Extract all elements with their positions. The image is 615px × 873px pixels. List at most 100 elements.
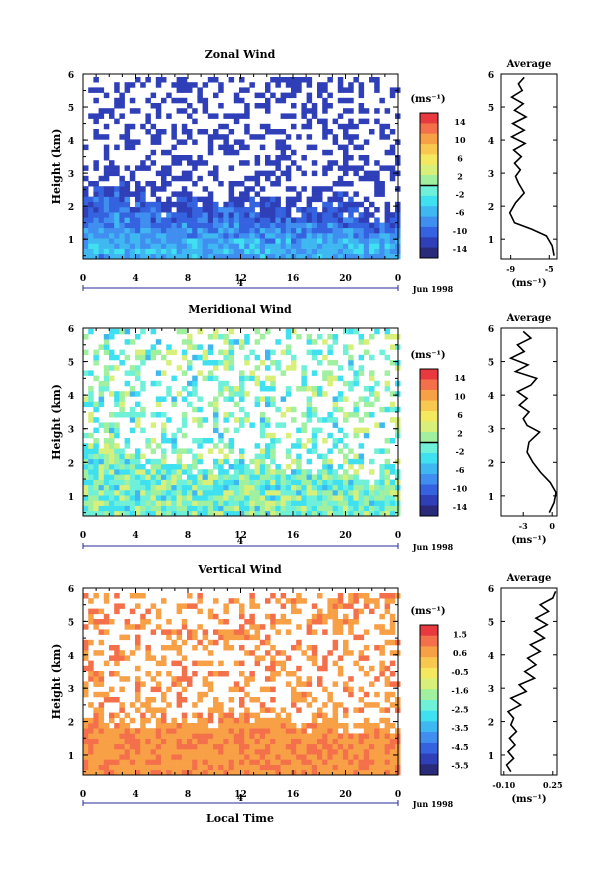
heatmap-cell [192, 118, 198, 125]
heatmap-cell [114, 458, 120, 465]
heatmap-cell [197, 733, 203, 739]
heatmap-cell [348, 619, 354, 625]
heatmap-cell [109, 743, 115, 750]
heatmap-cell [275, 422, 281, 428]
heatmap-cell [161, 728, 167, 734]
heatmap-cell [233, 681, 240, 687]
heatmap-cell [171, 749, 177, 755]
heatmap-cell [207, 717, 214, 724]
heatmap-cell [285, 733, 292, 739]
y-tick-label: 5 [68, 104, 74, 114]
heatmap-cell [249, 593, 255, 599]
heatmap-cell [119, 406, 125, 413]
heatmap-cell [301, 733, 307, 739]
heatmap-cell [239, 458, 245, 465]
heatmap-cell [270, 92, 276, 99]
heatmap-cell [187, 160, 193, 166]
heatmap-cell [254, 354, 261, 361]
heatmap-cell [322, 207, 328, 213]
heatmap-cell [311, 650, 318, 656]
heatmap-cell [103, 500, 110, 506]
heatmap-cell [223, 238, 229, 244]
heatmap-cell [187, 593, 193, 599]
heatmap-cell [285, 769, 292, 776]
heatmap-cell [171, 432, 177, 439]
heatmap-cell [322, 103, 328, 109]
heatmap-cell [259, 769, 266, 776]
heatmap-cell [275, 238, 281, 244]
heatmap-cell [317, 738, 323, 745]
heatmap-cell [114, 769, 120, 776]
heatmap-cell [285, 743, 292, 750]
heatmap-cell [317, 217, 323, 223]
heatmap-cell [228, 743, 235, 750]
heatmap-cell [145, 749, 151, 755]
heatmap-cell [197, 417, 203, 423]
heatmap-cell [150, 749, 157, 755]
heatmap-cell [337, 479, 344, 486]
heatmap-cell [150, 201, 157, 208]
heatmap-cell [384, 469, 391, 475]
heatmap-cell [239, 453, 245, 460]
heatmap-cell [93, 97, 99, 104]
heatmap-cell [124, 443, 131, 449]
heatmap-cell [353, 474, 359, 480]
heatmap-cell [119, 723, 125, 729]
heatmap-cell [259, 495, 266, 501]
heatmap-cell [265, 754, 271, 760]
heatmap-cell [187, 134, 193, 140]
heatmap-cell [207, 243, 214, 249]
heatmap-cell [155, 253, 162, 260]
heatmap-cell [270, 438, 276, 444]
heatmap-cell [384, 769, 391, 776]
heatmap-cell [187, 365, 193, 371]
heatmap-cell [332, 660, 339, 667]
heatmap-cell [265, 728, 271, 734]
heatmap-cell [285, 764, 292, 771]
heatmap-cell [239, 759, 245, 765]
heatmap-cell [291, 738, 297, 745]
heatmap-cell [239, 339, 245, 345]
heatmap-cell [374, 217, 380, 223]
heatmap-cell [223, 469, 229, 475]
heatmap-cell [145, 505, 151, 512]
heatmap-cell [176, 697, 183, 703]
heatmap-cell [83, 639, 89, 646]
heatmap-cell [265, 243, 271, 249]
heatmap-cell [239, 253, 245, 260]
heatmap-cell [384, 691, 391, 698]
heatmap-cell [337, 655, 344, 661]
heatmap-cell [145, 738, 151, 745]
heatmap-cell [275, 438, 281, 444]
heatmap-cell [166, 759, 172, 765]
heatmap-cell [176, 645, 183, 651]
heatmap-cell [129, 412, 136, 418]
heatmap-cell [228, 629, 235, 635]
heatmap-cell [374, 118, 380, 125]
heatmap-cell [353, 370, 359, 376]
heatmap-cell [337, 82, 344, 88]
heatmap-cell [103, 370, 110, 376]
heatmap-cell [171, 238, 177, 244]
heatmap-cell [337, 754, 344, 760]
heatmap-cell [296, 165, 302, 171]
heatmap-cell [228, 396, 235, 402]
heatmap-cell [150, 754, 157, 760]
heatmap-cell [280, 769, 287, 776]
heatmap-cell [202, 749, 209, 755]
heatmap-cell [353, 738, 359, 745]
heatmap-cell [109, 432, 115, 439]
heatmap-cell [259, 412, 266, 418]
heatmap-cell [109, 422, 115, 428]
heatmap-cell [207, 253, 214, 260]
heatmap-cell [353, 743, 359, 750]
heatmap-cell [197, 697, 203, 703]
heatmap-cell [343, 645, 349, 651]
heatmap-cell [363, 243, 370, 249]
heatmap-cell [311, 227, 318, 234]
heatmap-cell [93, 490, 99, 496]
heatmap-cell [140, 702, 146, 708]
heatmap-cell [109, 253, 115, 260]
heatmap-cell [192, 160, 198, 166]
heatmap-cell [275, 629, 281, 635]
